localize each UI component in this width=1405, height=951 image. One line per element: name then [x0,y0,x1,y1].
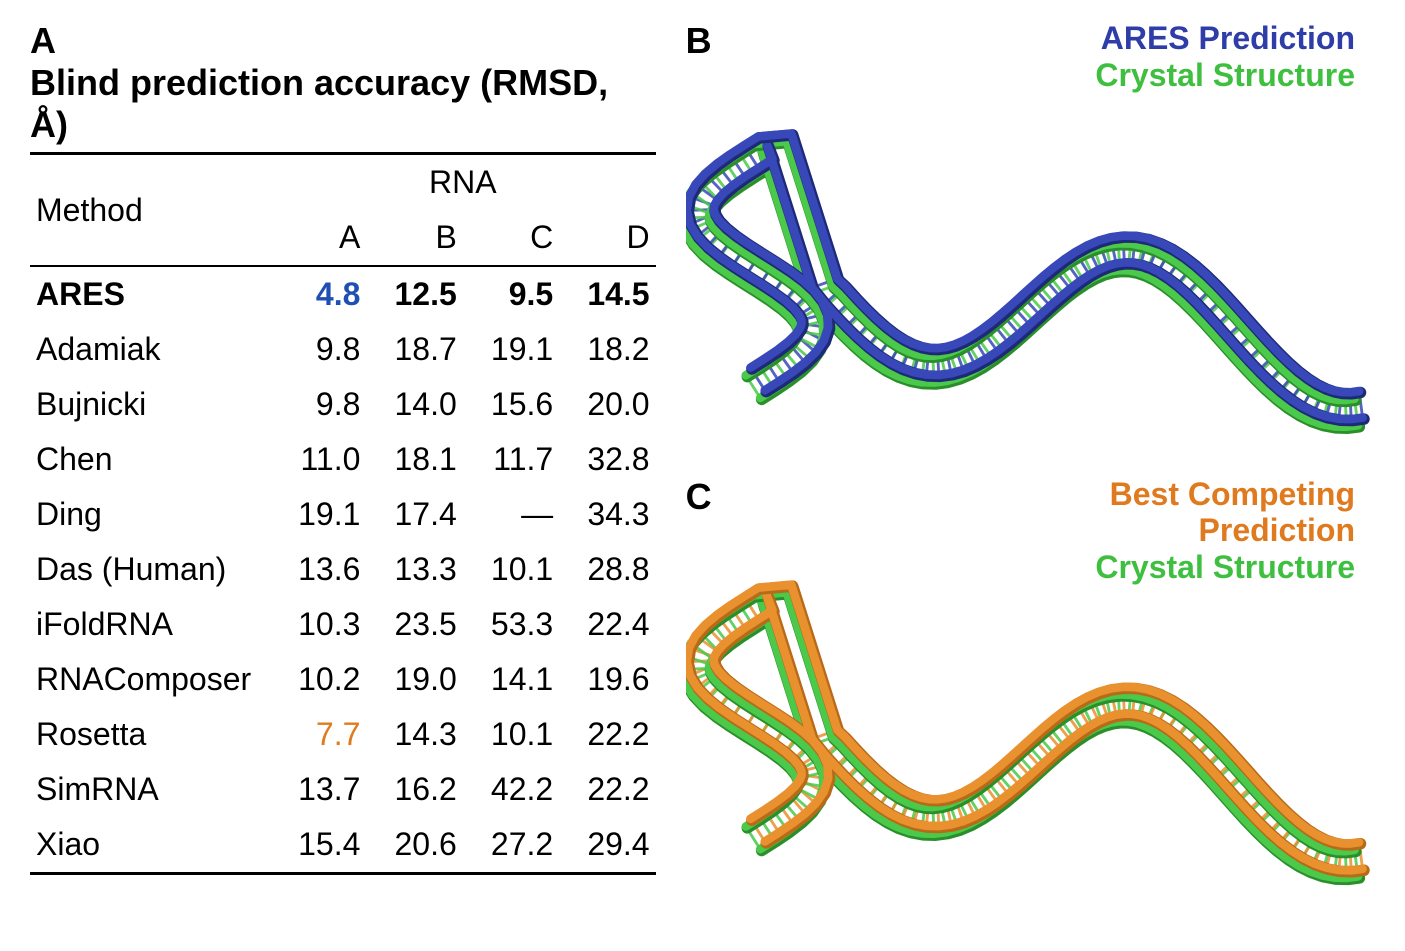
col-header-b: B [366,210,462,266]
value-cell: 42.2 [463,762,559,817]
value-cell: 14.0 [366,377,462,432]
panel-c-legend: Best CompetingPredictionCrystal Structur… [1095,476,1355,586]
col-header-a: A [270,210,366,266]
rmsd-table-container: Method RNA ABCD ARES4.812.59.514.5Adamia… [30,152,656,875]
table-row: Bujnicki9.814.015.620.0 [30,377,656,432]
legend-item: Best Competing [1095,476,1355,513]
panel-c: C Best CompetingPredictionCrystal Struct… [676,476,1375,932]
value-cell: 28.8 [559,542,655,597]
method-cell: Bujnicki [30,377,270,432]
col-header-d: D [559,210,655,266]
value-cell: 19.6 [559,652,655,707]
value-cell: 11.7 [463,432,559,487]
value-cell: 18.2 [559,322,655,377]
value-cell: 16.2 [366,762,462,817]
value-cell: 7.7 [270,707,366,762]
value-cell: 9.8 [270,377,366,432]
value-cell: 13.6 [270,542,366,597]
table-row: Chen11.018.111.732.8 [30,432,656,487]
method-cell: SimRNA [30,762,270,817]
method-cell: Chen [30,432,270,487]
method-cell: Ding [30,487,270,542]
panel-b-legend: ARES PredictionCrystal Structure [1095,20,1355,94]
panel-b-label: B [686,20,712,62]
method-cell: iFoldRNA [30,597,270,652]
table-row: Das (Human)13.613.310.128.8 [30,542,656,597]
method-header: Method [30,154,270,267]
value-cell: 13.3 [366,542,462,597]
table-row: Adamiak9.818.719.118.2 [30,322,656,377]
panel-c-label: C [686,476,712,518]
value-cell: 34.3 [559,487,655,542]
value-cell: 18.7 [366,322,462,377]
value-cell: 15.6 [463,377,559,432]
value-cell: 29.4 [559,817,655,874]
value-cell: 19.1 [270,487,366,542]
table-row: Rosetta7.714.310.122.2 [30,707,656,762]
value-cell: 10.1 [463,707,559,762]
value-cell: 14.5 [559,266,655,322]
panel-b: B ARES PredictionCrystal Structure [676,20,1375,476]
value-cell: 20.6 [366,817,462,874]
value-cell: 12.5 [366,266,462,322]
rmsd-table: Method RNA ABCD ARES4.812.59.514.5Adamia… [30,152,656,875]
value-cell: 17.4 [366,487,462,542]
value-cell: 10.1 [463,542,559,597]
value-cell: 20.0 [559,377,655,432]
table-row: iFoldRNA10.323.553.322.4 [30,597,656,652]
value-cell: 9.5 [463,266,559,322]
method-cell: Das (Human) [30,542,270,597]
table-row: SimRNA13.716.242.222.2 [30,762,656,817]
value-cell: 9.8 [270,322,366,377]
value-cell: 10.2 [270,652,366,707]
table-row: ARES4.812.59.514.5 [30,266,656,322]
value-cell: 53.3 [463,597,559,652]
legend-item: ARES Prediction [1095,20,1355,57]
legend-item: Crystal Structure [1095,549,1355,586]
value-cell: 10.3 [270,597,366,652]
legend-item: Prediction [1095,512,1355,549]
value-cell: 22.2 [559,762,655,817]
legend-item: Crystal Structure [1095,57,1355,94]
method-cell: ARES [30,266,270,322]
value-cell: 19.0 [366,652,462,707]
method-cell: RNAComposer [30,652,270,707]
col-header-c: C [463,210,559,266]
value-cell: 4.8 [270,266,366,322]
value-cell: 22.4 [559,597,655,652]
rna-group-header: RNA [270,154,656,211]
value-cell: 14.1 [463,652,559,707]
right-panel: B ARES PredictionCrystal Structure C Bes… [676,20,1375,931]
method-cell: Xiao [30,817,270,874]
panel-a-title: Blind prediction accuracy (RMSD, Å) [30,62,656,146]
value-cell: 13.7 [270,762,366,817]
table-row: Ding19.117.4—34.3 [30,487,656,542]
method-cell: Adamiak [30,322,270,377]
method-cell: Rosetta [30,707,270,762]
panel-a-label: A [30,20,56,62]
table-row: Xiao15.420.627.229.4 [30,817,656,874]
value-cell: 18.1 [366,432,462,487]
panel-a: A Blind prediction accuracy (RMSD, Å) Me… [30,20,676,931]
value-cell: 23.5 [366,597,462,652]
value-cell: — [463,487,559,542]
table-row: RNAComposer10.219.014.119.6 [30,652,656,707]
value-cell: 11.0 [270,432,366,487]
value-cell: 27.2 [463,817,559,874]
value-cell: 14.3 [366,707,462,762]
value-cell: 19.1 [463,322,559,377]
value-cell: 15.4 [270,817,366,874]
value-cell: 22.2 [559,707,655,762]
value-cell: 32.8 [559,432,655,487]
